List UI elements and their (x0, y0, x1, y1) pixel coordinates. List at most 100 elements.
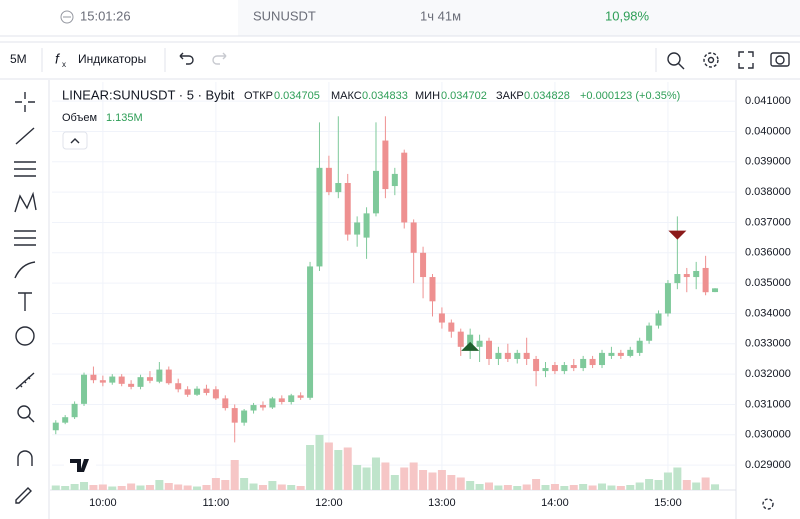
volume-bar (193, 486, 202, 490)
indicators-button[interactable]: Индикаторы (78, 52, 146, 66)
pattern-tool[interactable] (14, 191, 37, 213)
settings-button[interactable] (707, 56, 715, 64)
candle-body (99, 380, 106, 383)
brush-tool[interactable] (14, 261, 36, 279)
y-tick-label: 0.033000 (745, 338, 791, 350)
volume-bar (268, 481, 277, 490)
legend-high-label: МАКС (331, 90, 362, 102)
candle-body (523, 352, 530, 359)
candle-body (307, 266, 314, 398)
alert-button[interactable] (677, 62, 685, 70)
candle-body (52, 422, 59, 431)
volume-bar (682, 480, 691, 490)
volume-layer (51, 435, 720, 490)
volume-bar (98, 484, 107, 490)
legend-close-label: ЗАКР (496, 90, 524, 102)
candle-body (194, 388, 201, 395)
candle-body (344, 183, 351, 235)
y-tick-label: 0.030000 (745, 429, 791, 441)
lock-tool[interactable] (15, 487, 32, 504)
forecast-tool[interactable] (14, 230, 36, 246)
undo-button[interactable] (179, 52, 194, 65)
alert-button[interactable] (667, 52, 681, 66)
candle-body (90, 374, 97, 381)
candle-body (608, 352, 615, 356)
collapse-button[interactable] (70, 138, 80, 144)
candle-body (438, 313, 445, 323)
interval-button[interactable]: 5M (10, 52, 27, 66)
volume-bar (532, 479, 541, 490)
volume-bar (579, 484, 588, 490)
legend-high-value: 0.034833 (362, 90, 408, 102)
candle-body (146, 377, 153, 381)
candle-body (551, 365, 558, 372)
axis-settings-button[interactable] (762, 498, 774, 510)
volume-bar (437, 470, 446, 490)
symbol: SUNUSDT (253, 8, 316, 23)
candle-body (363, 213, 370, 238)
volume-bar (306, 445, 315, 490)
screenshot-button[interactable] (770, 52, 790, 67)
volume-bar (673, 467, 682, 490)
volume-bar (296, 486, 305, 490)
y-tick-label: 0.029000 (745, 459, 791, 471)
grid (52, 82, 735, 490)
text-tool[interactable] (18, 292, 32, 311)
x-tick-label: 15:00 (654, 497, 682, 509)
candle-body (627, 349, 634, 356)
volume-value: 1.135M (106, 112, 143, 124)
volume-bar (221, 480, 230, 490)
x-tick-label: 10:00 (89, 497, 117, 509)
volume-bar (371, 457, 380, 490)
magnet-tool[interactable] (17, 450, 33, 466)
settings-button[interactable] (703, 52, 719, 68)
trendline-tool[interactable] (15, 127, 35, 145)
candle-body (636, 340, 643, 353)
candle-body (570, 365, 577, 369)
volume-bar (494, 485, 503, 490)
volume-title: Объем (62, 112, 97, 124)
x-tick-label: 11:00 (203, 497, 230, 509)
candle-body (372, 170, 379, 214)
candle-body (693, 270, 700, 278)
candle-body (514, 352, 521, 359)
emoji-tool[interactable] (15, 326, 35, 346)
fullscreen-button[interactable] (738, 51, 754, 69)
candle-body (655, 313, 662, 326)
volume-bar (164, 483, 173, 490)
volume-bar (560, 486, 569, 490)
volume-bar (117, 486, 126, 490)
candle-body (712, 288, 719, 293)
volume-bar (484, 482, 493, 490)
y-tick-label: 0.039000 (745, 156, 791, 168)
volume-bar (155, 480, 164, 490)
candle-body (420, 252, 427, 278)
volume-bar (390, 475, 399, 490)
screenshot-button[interactable] (775, 55, 785, 65)
redo-button[interactable] (212, 52, 227, 65)
candle-body (391, 173, 398, 187)
zoom-tool[interactable] (17, 405, 31, 419)
volume-bar (362, 467, 371, 490)
volume-bar (550, 484, 559, 490)
candle-body (401, 152, 408, 223)
zoom-tool[interactable] (27, 415, 35, 423)
ruler-tool[interactable] (15, 372, 35, 390)
volume-bar (428, 472, 437, 490)
x-tick-label: 14:00 (541, 497, 569, 509)
volume-bar (240, 478, 249, 490)
fib-tool[interactable] (14, 161, 36, 177)
candle-body (156, 369, 163, 382)
volume-bar (419, 470, 428, 490)
y-tick-label: 0.032000 (745, 368, 791, 380)
volume-bar (654, 480, 663, 490)
volume-bar (692, 482, 701, 490)
crosshair-tool[interactable] (15, 92, 35, 112)
candle-body (175, 383, 182, 390)
volume-bar (202, 485, 211, 490)
candle-body (259, 405, 266, 408)
candle-body (589, 358, 596, 366)
collapse-button[interactable] (62, 131, 88, 150)
volume-bar (456, 477, 465, 490)
